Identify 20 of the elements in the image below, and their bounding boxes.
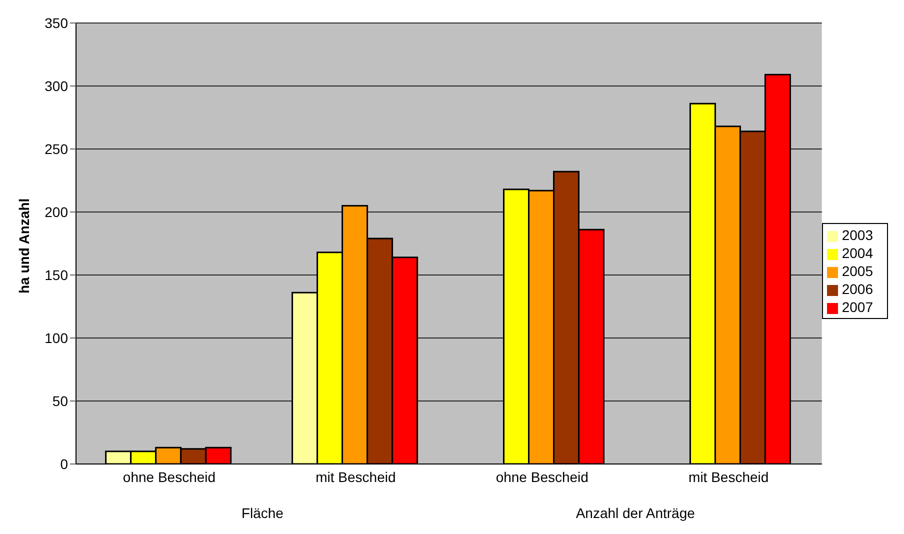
legend-label: 2005 <box>842 263 873 279</box>
y-tick-label: 0 <box>60 456 68 472</box>
y-tick-label: 150 <box>44 266 68 283</box>
legend-label: 2006 <box>842 281 873 297</box>
y-tick-label: 50 <box>52 392 68 409</box>
legend-label: 2003 <box>842 227 873 243</box>
x-tick-label: ohne Bescheid <box>122 468 216 485</box>
y-tick-label: 100 <box>44 330 68 346</box>
x-tick-label: mit Bescheid <box>688 468 769 485</box>
x-tick-label: ohne Bescheid <box>496 468 588 485</box>
y-tick-label: 200 <box>44 204 68 220</box>
y-tick-label: 250 <box>44 140 68 157</box>
x-tick-label: mit Bescheid <box>316 468 396 485</box>
legend-label: 2007 <box>842 299 873 315</box>
legend-label: 2004 <box>842 245 873 261</box>
y-axis-title: ha und Anzahl <box>16 198 32 294</box>
text: Anzahl der Anträge <box>576 504 696 521</box>
y-tick-label: 300 <box>44 78 68 94</box>
y-tick-label: 350 <box>44 14 68 31</box>
text: Fläche <box>241 504 284 521</box>
